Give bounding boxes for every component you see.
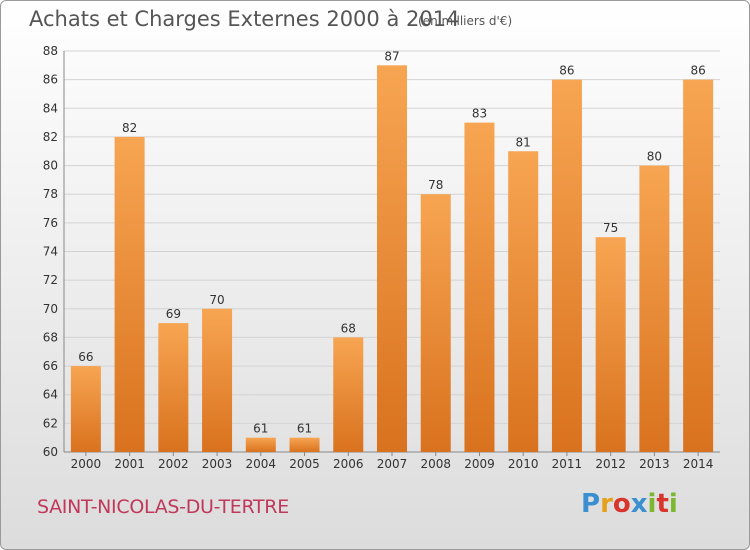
logo-letter: r	[600, 489, 613, 519]
data-label-2011: 86	[559, 64, 574, 78]
y-tick-label: 72	[43, 273, 58, 287]
bar-2013	[639, 165, 670, 453]
logo-letter: x	[630, 489, 648, 519]
x-tick-label-2011: 2011	[552, 457, 583, 471]
x-tick-label-2005: 2005	[289, 457, 320, 471]
bar-2014	[683, 79, 714, 453]
data-label-2005: 61	[297, 422, 312, 436]
data-label-2014: 86	[690, 64, 705, 78]
logo-letter: t	[656, 489, 669, 519]
x-tick-label-2012: 2012	[595, 457, 626, 471]
bar-2002	[158, 323, 189, 452]
x-tick-label-2013: 2013	[639, 457, 670, 471]
y-tick-label: 80	[43, 159, 58, 173]
y-tick-label: 64	[43, 388, 58, 402]
bar-2011	[551, 79, 582, 453]
bar-2005	[289, 437, 320, 452]
data-label-2007: 87	[384, 49, 399, 63]
y-tick-label: 82	[43, 130, 58, 144]
proxiti-logo[interactable]: Proxiti	[581, 489, 678, 519]
x-tick-label-2006: 2006	[333, 457, 364, 471]
bar-2012	[595, 237, 626, 452]
x-tick-label-2004: 2004	[246, 457, 277, 471]
y-tick-label: 70	[43, 302, 58, 316]
bar-2009	[464, 122, 495, 452]
bar-2001	[114, 136, 145, 452]
data-label-2004: 61	[253, 422, 268, 436]
y-tick-label: 76	[43, 216, 58, 230]
data-labels: 66 82 69 70 61 61 68 87 78 83 81 86 75 80 86	[78, 49, 706, 435]
bar-2010	[508, 151, 539, 452]
bar-2004	[245, 437, 276, 452]
data-label-2012: 75	[603, 221, 618, 235]
logo-letter: P	[581, 489, 601, 519]
chart-title: Achats et Charges Externes 2000 à 2014	[29, 7, 460, 31]
logo-letter: i	[647, 489, 657, 519]
axes: 60 62 64 66 68 70 72 74 76 78 80 82 84 86 88 2000 2001 20…	[43, 44, 720, 471]
data-label-2001: 82	[122, 121, 137, 135]
x-tick-label-2000: 2000	[71, 457, 102, 471]
data-label-2009: 83	[472, 107, 487, 121]
y-tick-label: 68	[43, 330, 58, 344]
chart-subtitle: (en milliers d'€)	[418, 14, 513, 28]
logo-letter: i	[668, 489, 678, 519]
data-label-2013: 80	[647, 150, 662, 164]
data-label-2000: 66	[78, 350, 93, 364]
data-label-2008: 78	[428, 178, 443, 192]
y-tick-label: 66	[43, 359, 58, 373]
bar-2007	[377, 65, 407, 453]
x-tick-label-2009: 2009	[464, 457, 495, 471]
x-tick-label-2003: 2003	[202, 457, 233, 471]
y-tick-label: 62	[43, 416, 58, 430]
y-tick-label: 78	[43, 187, 58, 201]
x-tick-label-2002: 2002	[158, 457, 189, 471]
bars	[70, 65, 714, 453]
x-tick-label-2001: 2001	[114, 457, 145, 471]
data-label-2006: 68	[341, 321, 356, 335]
x-tick-label-2008: 2008	[420, 457, 451, 471]
bar-2003	[202, 308, 233, 452]
x-tick-label-2010: 2010	[508, 457, 539, 471]
x-tick-label-2007: 2007	[377, 457, 408, 471]
bar-2000	[70, 366, 101, 452]
y-tick-label: 74	[43, 245, 58, 259]
logo-letter: o	[612, 489, 631, 519]
commune-name: SAINT-NICOLAS-DU-TERTRE	[37, 496, 289, 518]
data-label-2010: 81	[516, 135, 531, 149]
data-label-2002: 69	[166, 307, 181, 321]
bar-2008	[420, 194, 451, 452]
y-tick-label: 88	[43, 44, 58, 58]
bar-2006	[333, 337, 364, 452]
y-tick-label: 60	[43, 445, 58, 459]
y-tick-label: 84	[43, 101, 58, 115]
y-tick-label: 86	[43, 73, 58, 87]
x-tick-label-2014: 2014	[683, 457, 714, 471]
data-label-2003: 70	[209, 293, 224, 307]
